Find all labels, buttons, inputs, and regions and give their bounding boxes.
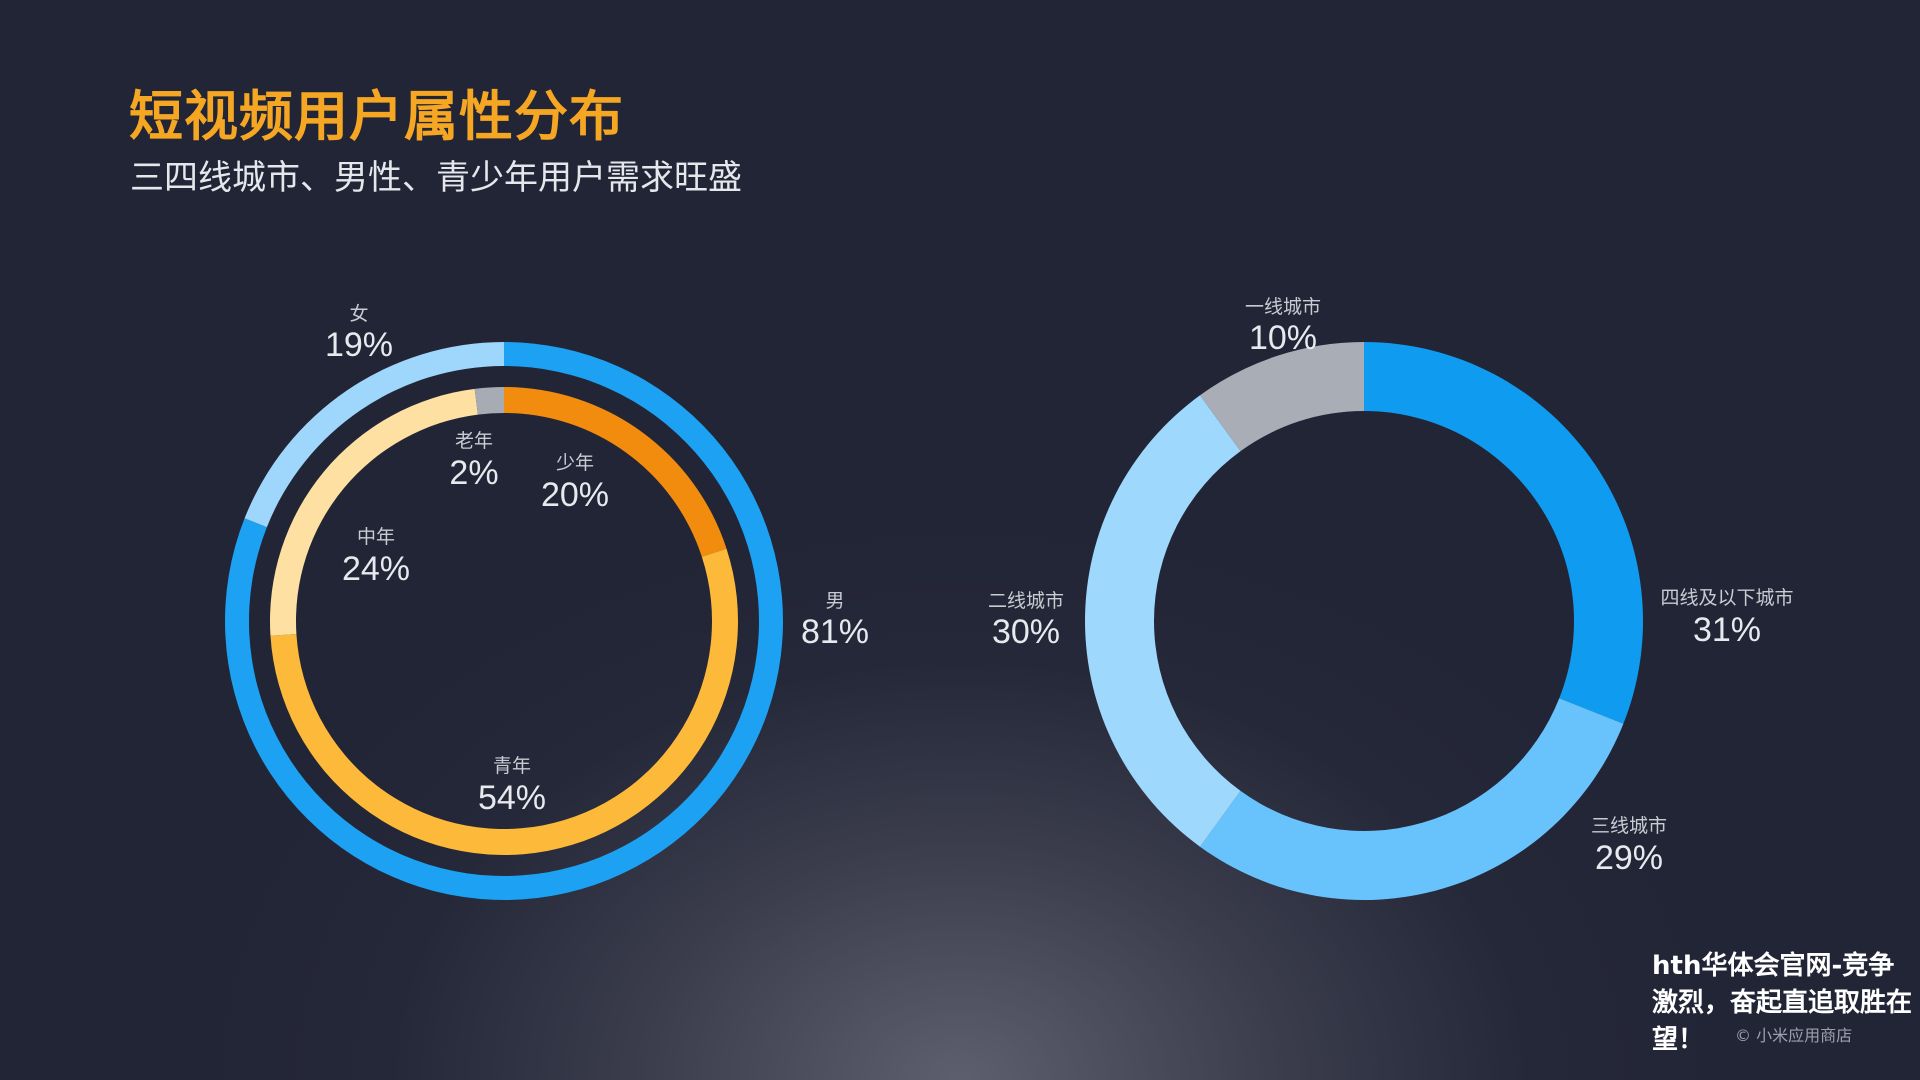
label-value-少年: 20% [541,476,609,514]
label-value-三线城市: 29% [1595,839,1663,877]
label-value-男: 81% [801,613,869,651]
label-name-青年: 青年 [493,755,531,777]
label-value-四线及以下城市: 31% [1693,611,1761,649]
label-value-中年: 24% [342,550,410,588]
label-value-老年: 2% [449,454,498,492]
slice-一线城市 [1200,342,1364,452]
label-name-一线城市: 一线城市 [1245,296,1321,318]
label-name-四线及以下城市: 四线及以下城市 [1660,587,1793,609]
label-name-老年: 老年 [455,430,493,452]
watermark-text: hth华体会官网-竞争激烈，奋起直追取胜在望！ [1652,951,1913,1055]
city-tier-donut [1085,342,1643,900]
label-name-女: 女 [349,303,368,325]
label-name-少年: 少年 [556,452,594,474]
slice-女 [244,342,505,528]
label-name-中年: 中年 [357,526,395,548]
copyright-text: © 小米应用商店 [1735,1026,1853,1045]
label-name-三线城市: 三线城市 [1591,815,1667,837]
gender-donut-outer [225,342,784,901]
slice-少年 [504,387,727,557]
label-value-女: 19% [325,326,393,364]
slice-三线城市 [1200,698,1624,900]
label-value-一线城市: 10% [1249,319,1317,357]
age-donut-inner [269,387,738,855]
slice-中年 [269,388,478,636]
label-value-青年: 54% [478,779,546,817]
label-name-男: 男 [825,590,844,612]
chart-subtitle: 三四线城市、男性、青少年用户需求旺盛 [130,158,742,198]
chart-title: 短视频用户属性分布 [129,85,624,148]
slice-四线及以下城市 [1364,342,1643,724]
label-name-二线城市: 二线城市 [988,590,1064,612]
label-value-二线城市: 30% [992,613,1060,651]
slice-老年 [474,387,504,415]
slice-二线城市 [1085,395,1241,847]
